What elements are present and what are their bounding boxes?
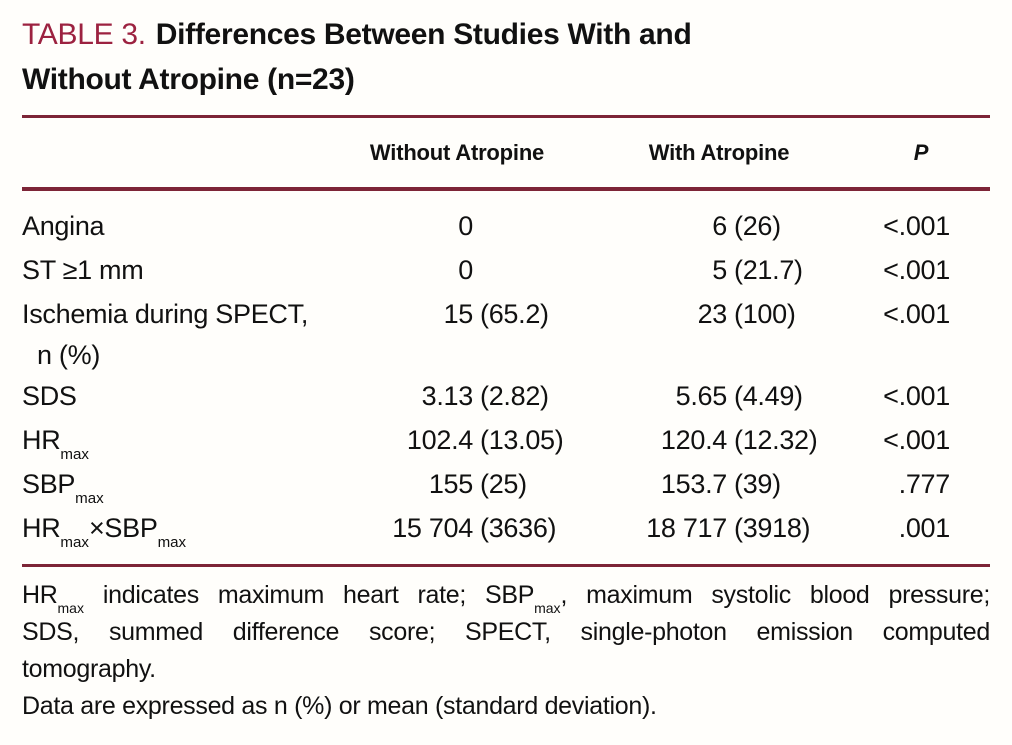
cell-without-atropine: 15 (65.2): [443, 299, 549, 329]
header-col-p-value: P: [913, 139, 929, 165]
footnote-data-expression: Data are expressed as n (%) or mean (sta…: [22, 692, 657, 720]
table-row-sds: SDS 3.13 (2.82) 5.65 (4.49) <.001: [22, 374, 990, 418]
cell-without-atropine: 0: [458, 255, 473, 285]
row-label: ST ≥1 mm: [22, 255, 144, 285]
cell-without-atropine: 3.13 (2.82): [421, 381, 549, 411]
bottom-rule: [22, 564, 990, 567]
cell-without-atropine: 102.4 (13.05): [406, 425, 564, 455]
table-row-rate-pressure-product: HRmax×SBPmax 15 704 (3636) 18 717 (3918) .…: [22, 506, 990, 550]
table-row-sbpmax: SBPmax 155 (25) 153.7 (39) .777: [22, 462, 990, 506]
table-number-label: TABLE 3.: [22, 18, 146, 51]
cell-with-atropine: 5 (21.7): [712, 255, 803, 285]
cell-p-value: .777: [898, 469, 951, 499]
cell-p-value: .001: [898, 513, 951, 543]
table-row-hrmax: HRmax 102.4 (13.05) 120.4 (12.32) <.001: [22, 418, 990, 462]
cell-p-value: <.001: [883, 255, 950, 285]
cell-with-atropine: 23 (100): [697, 299, 796, 329]
cell-without-atropine: 15 704 (3636): [392, 513, 557, 543]
header-col-without-atropine: Without Atropine: [369, 139, 545, 165]
footnotes: HRmax indicates maximum heart rate; SBPm…: [22, 567, 990, 725]
row-label: SDS: [22, 381, 77, 411]
table-row-st-segment: ST ≥1 mm 0 5 (21.7) <.001: [22, 248, 990, 292]
row-label: Angina: [22, 211, 105, 241]
cell-p-value: <.001: [883, 299, 950, 329]
table-title: TABLE 3. Differences Between Studies With…: [22, 12, 990, 102]
table-row-ischemia: Ischemia during SPECT, n (%) 15 (65.2) 23…: [22, 292, 990, 374]
cell-with-atropine: 18 717 (3918): [646, 513, 811, 543]
header-rule: [22, 187, 990, 191]
cell-p-value: <.001: [883, 425, 950, 455]
footnote-abbreviations-line3: tomography.: [22, 655, 156, 683]
cell-with-atropine: 153.7 (39): [660, 469, 781, 499]
cell-p-value: <.001: [883, 211, 950, 241]
table-row-angina: Angina 0 6 (26) <.001: [22, 204, 990, 248]
cell-p-value: <.001: [883, 381, 950, 411]
row-label: Ischemia during SPECT, n (%): [22, 299, 309, 370]
row-label: SBPmax: [22, 469, 104, 508]
top-rule: [22, 115, 990, 118]
table-title-line2: Without Atropine (n=23): [22, 63, 355, 96]
row-label: HRmax: [22, 425, 89, 464]
cell-without-atropine: 0: [458, 211, 473, 241]
cell-without-atropine: 155 (25): [428, 469, 527, 499]
table-header-row: Without Atropine With Atropine P: [22, 118, 990, 187]
footnote-abbreviations-line1: HRmax indicates maximum heart rate; SBPm…: [22, 581, 990, 616]
table-title-line1: Differences Between Studies With and: [155, 18, 692, 51]
cell-with-atropine: 6 (26): [712, 211, 781, 241]
cell-with-atropine: 5.65 (4.49): [675, 381, 803, 411]
row-label: HRmax×SBPmax: [22, 513, 187, 552]
header-col-with-atropine: With Atropine: [648, 139, 790, 165]
cell-with-atropine: 120.4 (12.32): [660, 425, 818, 455]
footnote-abbreviations-line2: SDS, summed difference score; SPECT, sin…: [22, 618, 990, 646]
table-body: Angina 0 6 (26) <.001 ST ≥1 mm 0 5 (21.7) …: [22, 191, 990, 564]
